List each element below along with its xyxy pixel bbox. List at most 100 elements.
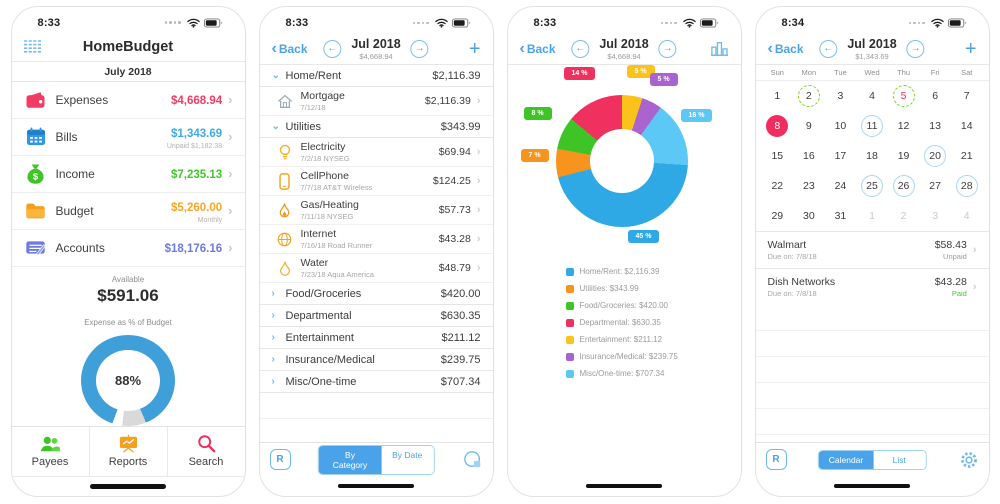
expense-item-row[interactable]: Gas/Heating 7/11/18 NYSEG $57.73 › bbox=[259, 196, 493, 225]
calendar-day[interactable]: 9 bbox=[805, 120, 812, 132]
bar-chart-button[interactable] bbox=[710, 40, 729, 57]
calendar-day[interactable]: 18 bbox=[866, 150, 878, 162]
back-button[interactable]: ‹ Back bbox=[767, 39, 804, 57]
calendar-day[interactable]: 4 bbox=[869, 90, 875, 102]
donut-chart[interactable] bbox=[555, 95, 688, 227]
calendar-day[interactable]: 27 bbox=[929, 180, 941, 192]
calendar-day[interactable]: 15 bbox=[771, 150, 784, 162]
chevron-right-icon[interactable]: › bbox=[271, 288, 275, 299]
calendar-day[interactable]: 25 bbox=[856, 171, 888, 201]
payees-button[interactable]: Payees bbox=[12, 427, 89, 476]
add-button[interactable]: + bbox=[468, 37, 481, 60]
home-row-income[interactable]: $ Income $7,235.13 › bbox=[11, 156, 245, 193]
month-selector[interactable]: Jul 2018 $4,668.94 bbox=[351, 37, 400, 61]
home-indicator[interactable] bbox=[12, 477, 245, 496]
calendar-day[interactable]: 22 bbox=[771, 180, 784, 192]
calendar-day[interactable]: 16 bbox=[803, 150, 815, 162]
chevron-right-icon: › bbox=[476, 175, 481, 187]
home-indicator[interactable] bbox=[508, 476, 741, 496]
next-month-button[interactable]: → bbox=[410, 39, 429, 58]
category-group-row[interactable]: ⌄ Utilities $343.99 bbox=[259, 116, 493, 138]
segment-by-date[interactable]: By Date bbox=[381, 445, 434, 474]
calendar-day[interactable]: 31 bbox=[834, 210, 847, 222]
calendar-day[interactable]: 4 bbox=[963, 210, 970, 222]
home-row-expenses[interactable]: Expenses $4,668.94 › bbox=[11, 82, 245, 119]
calendar-day[interactable]: 5 bbox=[888, 81, 920, 111]
calendar-day[interactable]: 19 bbox=[897, 150, 910, 162]
next-month-button[interactable]: → bbox=[906, 39, 925, 58]
add-button[interactable]: + bbox=[964, 37, 977, 60]
hamburger-menu-icon[interactable] bbox=[23, 40, 42, 53]
recurring-button[interactable]: R bbox=[765, 449, 787, 470]
home-indicator[interactable] bbox=[260, 476, 493, 496]
back-button[interactable]: ‹ Back bbox=[519, 39, 556, 57]
reports-button[interactable]: Reports bbox=[88, 426, 167, 476]
expense-item-row[interactable]: Internet 7/16/18 Road Runner $43.28 › bbox=[259, 225, 493, 254]
calendar-day[interactable]: 14 bbox=[960, 120, 973, 132]
calendar-day[interactable]: 3 bbox=[837, 90, 844, 102]
bill-row[interactable]: Walmart Due on: 7/8/18 $58.43 Unpaid › bbox=[755, 231, 989, 268]
calendar-day[interactable]: 1 bbox=[774, 90, 781, 102]
calendar-day[interactable]: 12 bbox=[897, 120, 910, 132]
bill-row[interactable]: Dish Networks Due on: 7/8/18 $43.28 Paid … bbox=[755, 268, 989, 305]
back-button[interactable]: ‹ Back bbox=[271, 39, 308, 57]
calendar-day[interactable]: 26 bbox=[888, 171, 920, 201]
recurring-button[interactable]: R bbox=[269, 449, 291, 470]
calendar-day[interactable]: 17 bbox=[834, 150, 847, 162]
expense-item-row[interactable]: Water 7/23/18 Aqua America $48.79 › bbox=[259, 254, 493, 283]
calendar-day[interactable]: 1 bbox=[869, 210, 875, 222]
calendar-day[interactable]: 23 bbox=[803, 180, 815, 192]
cellular-dots-icon bbox=[908, 21, 925, 25]
calendar-day[interactable]: 6 bbox=[932, 90, 939, 102]
row-amount: $5,260.00 bbox=[170, 201, 223, 214]
calendar-day[interactable]: 29 bbox=[771, 210, 784, 222]
home-indicator[interactable] bbox=[756, 476, 989, 496]
calendar-day[interactable]: 11 bbox=[856, 111, 888, 141]
segment-list[interactable]: List bbox=[873, 450, 926, 469]
pie-chart-button[interactable] bbox=[463, 450, 483, 470]
home-row-bills[interactable]: Bills $1,343.69 Unpaid $1,182.38 › bbox=[11, 119, 245, 156]
prev-month-button[interactable]: ← bbox=[323, 39, 342, 58]
chevron-down-icon[interactable]: ⌄ bbox=[271, 70, 280, 81]
search-button[interactable]: Search bbox=[166, 426, 245, 476]
home-row-accounts[interactable]: Accounts $18,176.16 › bbox=[11, 230, 245, 267]
category-group-row[interactable]: › Food/Groceries $420.00 bbox=[259, 283, 493, 305]
category-group-row[interactable]: › Departmental $630.35 bbox=[259, 305, 493, 327]
category-group-row[interactable]: › Entertainment $211.12 bbox=[259, 327, 493, 349]
chevron-right-icon[interactable]: › bbox=[271, 376, 275, 387]
calendar-day[interactable]: 2 bbox=[900, 210, 907, 222]
expense-item-row[interactable]: Electricity 7/2/18 NYSEG $69.94 › bbox=[259, 138, 493, 167]
category-group-row[interactable]: › Insurance/Medical $239.75 bbox=[259, 349, 493, 371]
calendar-day[interactable]: 28 bbox=[951, 171, 983, 201]
gear-icon[interactable] bbox=[959, 450, 979, 470]
prev-month-button[interactable]: ← bbox=[571, 39, 590, 58]
chevron-right-icon[interactable]: › bbox=[271, 332, 275, 343]
calendar-day[interactable]: 8 bbox=[762, 111, 794, 141]
chevron-down-icon[interactable]: ⌄ bbox=[271, 121, 280, 132]
calendar-day[interactable]: 2 bbox=[793, 81, 825, 111]
available-label: Available bbox=[111, 274, 145, 284]
chevron-right-icon[interactable]: › bbox=[271, 354, 275, 365]
chevron-right-icon[interactable]: › bbox=[271, 310, 275, 321]
calendar-day[interactable]: 13 bbox=[929, 120, 941, 132]
calendar-day[interactable]: 3 bbox=[932, 210, 939, 222]
month-selector[interactable]: Jul 2018 $4,668.94 bbox=[599, 37, 648, 61]
home-row-budget[interactable]: Budget $5,260.00 Monthly › bbox=[11, 193, 245, 230]
calendar-day[interactable]: 10 bbox=[834, 120, 847, 132]
segment-by-category[interactable]: By Category bbox=[318, 445, 382, 474]
prev-month-button[interactable]: ← bbox=[819, 39, 838, 58]
calendar-day[interactable]: 7 bbox=[963, 90, 970, 102]
calendar-day[interactable]: 21 bbox=[960, 150, 973, 162]
calendar-day[interactable]: 20 bbox=[919, 141, 951, 171]
legend-chip bbox=[565, 267, 574, 276]
next-month-button[interactable]: → bbox=[658, 39, 677, 58]
category-group-row[interactable]: ⌄ Home/Rent $2,116.39 bbox=[259, 65, 493, 87]
category-group-row[interactable]: › Misc/One-time $707.34 bbox=[259, 371, 493, 393]
expense-item-row[interactable]: Mortgage 7/12/18 $2,116.39 › bbox=[259, 87, 493, 116]
segment-calendar[interactable]: Calendar bbox=[818, 450, 874, 469]
expense-item-row[interactable]: CellPhone 7/7/18 AT&T Wireless $124.25 › bbox=[259, 167, 493, 196]
month-selector[interactable]: Jul 2018 $1,343.69 bbox=[847, 37, 896, 61]
calendar-day[interactable]: 24 bbox=[834, 180, 847, 192]
calendar-day[interactable]: 30 bbox=[803, 210, 815, 222]
